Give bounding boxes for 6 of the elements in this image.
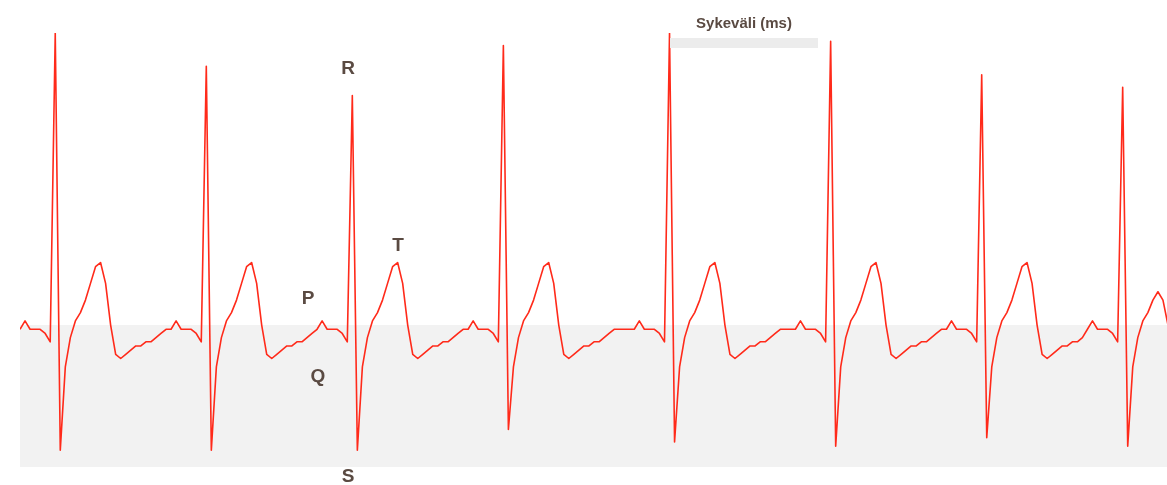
annotation: Q	[310, 365, 326, 387]
annotation: P	[301, 287, 315, 309]
annotation: T	[392, 234, 404, 256]
text: Sykeväli (ms)	[696, 13, 792, 31]
annotation: R	[341, 57, 355, 79]
text: S	[341, 465, 355, 485]
